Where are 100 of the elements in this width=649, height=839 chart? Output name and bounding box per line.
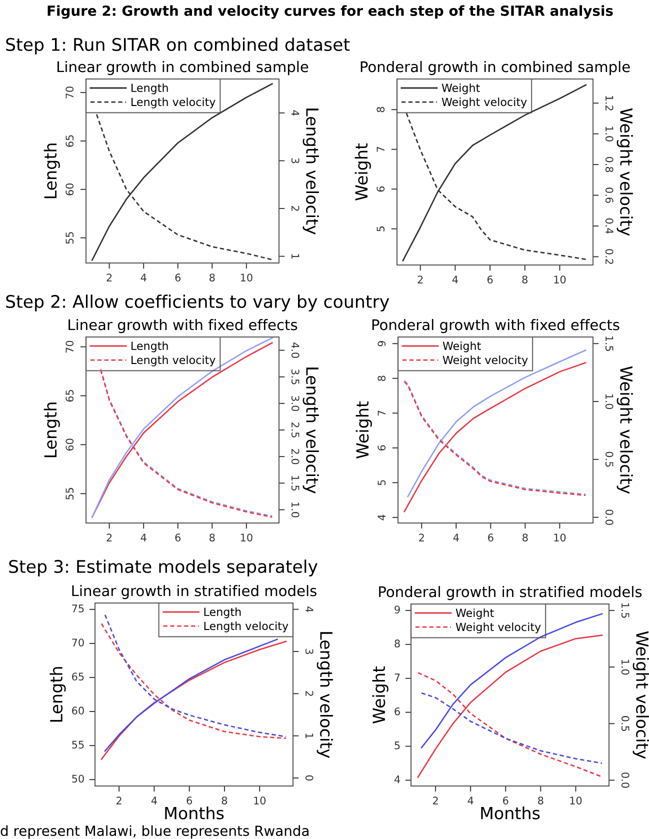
x-tick-label: 8 [522,534,528,542]
x-tick-label: 10 [554,534,566,542]
x-tick-label: 10 [254,796,266,804]
y2-tick-label: 0 [305,775,314,781]
y-axis-title: Weight [372,666,388,724]
y-tick-label: 7 [378,410,386,416]
x-tick-label: 2 [418,276,423,284]
y-tick-label: 6 [376,186,385,192]
x-tick-label: 10 [240,274,252,282]
y2-tick-label: 0.0 [605,510,614,525]
y-tick-label: 55 [66,488,74,500]
x-axis-title: Months [481,806,540,820]
legend-label: Weight velocity [456,622,541,634]
legend-label: Weight velocity [442,356,528,366]
y2-tick-label: 1.2 [606,96,614,110]
x-tick-label: 4 [468,796,474,804]
x-tick-label: 8 [210,274,215,282]
legend-label: Length [132,83,168,94]
y-axis-title: Length [50,667,66,722]
y-tick-label: 65 [72,672,84,680]
y2-tick-label: 2.5 [291,422,300,438]
y-tick-label: 7 [394,674,400,682]
x-tick-label: 4 [140,274,146,282]
y-tick-label: 4 [378,514,386,520]
y2-tick-label: 3.5 [291,369,300,384]
y-tick-label: 9 [394,606,400,614]
x-tick-label: 6 [186,796,192,804]
x-tick-label: 6 [488,534,494,542]
y-tick-label: 9 [378,341,386,346]
x-tick-label: 4 [140,534,146,542]
x-tick-label: 10 [240,534,252,542]
x-tick-label: 6 [175,274,181,282]
y-tick-label: 5 [394,742,400,750]
y-tick-label: 70 [66,340,74,353]
x-tick-label: 8 [222,796,228,804]
y2-tick-label: 0.0 [621,772,630,788]
legend-label: Weight [442,341,481,352]
y-tick-label: 65 [66,390,74,402]
y2-tick-label: 0.5 [605,452,614,467]
y2-tick-label: 1 [292,254,300,259]
y2-tick-label: 0.2 [605,249,614,264]
y2-tick-label: 1.0 [291,502,300,518]
chart-title: Ponderal growth in stratified models [379,586,642,600]
y2-tick-label: 0.4 [605,218,614,234]
y2-axis-title: Length velocity [302,108,319,234]
y-tick-label: 5 [376,226,385,232]
y2-tick-label: 3 [291,158,300,164]
chart-title: Linear growth in stratified models [72,584,316,600]
legend-label: Length velocity [132,356,216,366]
text: Step 2: Allow coefficients to vary by country [6,294,390,312]
y-tick-label: 50 [72,774,84,783]
x-tick-label: 6 [503,796,508,804]
y2-tick-label: 2 [306,691,314,696]
chart-title: Linear growth in combined sample [58,60,308,76]
y2-tick-label: 2.0 [291,449,300,464]
y-axis-title: Length [44,144,60,198]
y2-tick-label: 4.0 [291,342,300,358]
y2-tick-label: 2 [292,206,300,211]
y2-tick-label: 3.0 [291,396,300,412]
x-tick-label: 8 [538,796,544,804]
y2-tick-label: 1.0 [605,394,614,410]
x-tick-label: 8 [522,276,528,284]
x-tick-label: 6 [487,276,493,284]
y-axis-title: Weight [354,143,371,200]
y-axis-title: Weight [356,401,372,458]
y-tick-label: 60 [72,706,84,715]
y2-tick-label: 1.0 [605,126,614,142]
y-tick-label: 8 [376,107,385,112]
legend-label: Length velocity [132,98,216,108]
y-tick-label: 55 [66,232,74,244]
y2-axis-title: Length velocity [302,368,319,494]
line-series [417,634,603,778]
y2-tick-label: 0.8 [605,156,614,172]
line-series [402,84,587,262]
y2-tick-label: 1.5 [621,603,630,618]
y2-tick-label: 0.5 [621,716,630,732]
y-tick-label: 65 [66,135,74,147]
y2-axis-title: Weight velocity [616,108,633,236]
y2-tick-label: 0.6 [605,188,614,203]
y2-axis-title: Weight velocity [632,631,649,759]
x-tick-label: 2 [419,534,424,542]
y2-tick-label: 4 [292,110,300,116]
y2-tick-label: 3 [305,648,314,654]
y-tick-label: 60 [66,183,74,196]
chart-title: Ponderal growth in combined sample [360,60,630,76]
y-tick-label: 6 [394,707,400,716]
legend-label: Weight [442,83,480,94]
y-tick-label: 60 [66,438,74,451]
x-tick-label: 4 [452,276,458,284]
y-tick-label: 75 [72,604,84,612]
y-axis-title: Length [44,402,60,458]
x-tick-label: 2 [432,796,438,804]
y-tick-label: 8 [394,640,400,648]
x-tick-label: 10 [570,796,582,804]
x-tick-label: 2 [116,796,122,804]
legend-label: Weight velocity [442,98,527,108]
y-tick-label: 6 [378,445,386,450]
x-tick-label: 4 [151,796,157,804]
y2-axis-title: Weight velocity [616,366,633,494]
legend-label: Length [204,607,241,618]
